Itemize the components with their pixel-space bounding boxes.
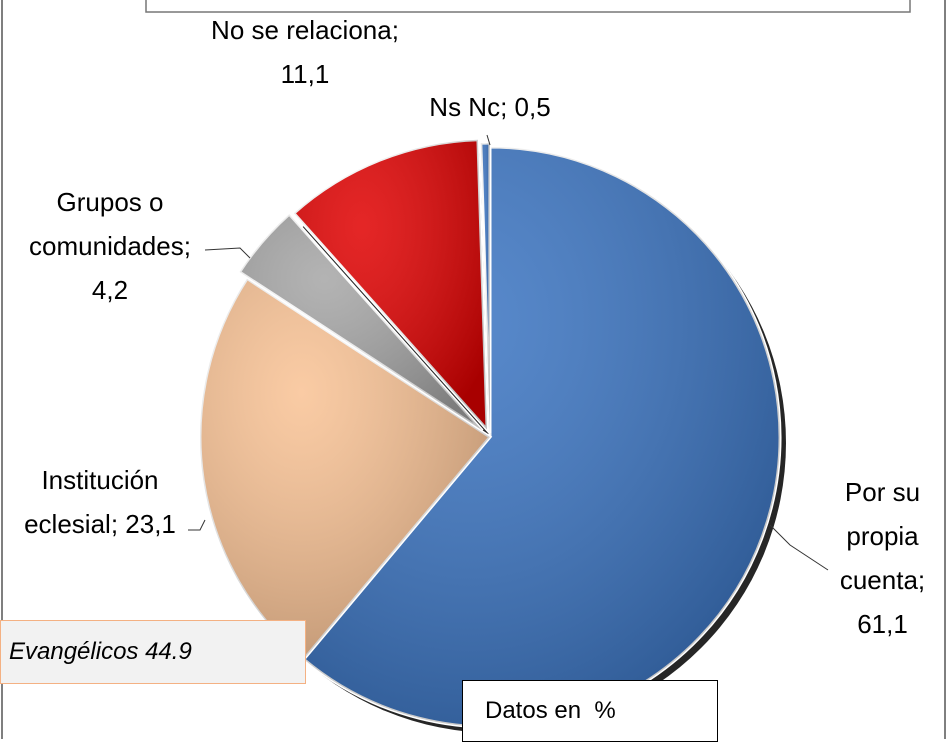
data-label: Institución eclesial; 23,1 <box>5 458 195 546</box>
leader-line <box>204 247 251 259</box>
category-label: Ns Nc <box>429 92 501 122</box>
category-label: Institución eclesial <box>24 465 159 539</box>
data-label: Por su propia cuenta; 61,1 <box>815 470 949 646</box>
title-frame <box>145 0 911 13</box>
leader-line <box>769 524 829 571</box>
value-label: 0,5 <box>514 92 551 122</box>
data-label: Grupos o comunidades; 4,2 <box>10 180 210 312</box>
value-label: 61,1 <box>857 609 908 639</box>
value-label: 4,2 <box>91 275 129 305</box>
leader-line <box>188 519 206 531</box>
category-label: No se relaciona <box>211 15 392 45</box>
annotation: Datos en % <box>485 697 616 724</box>
data-label: No se relaciona; 11,1 <box>200 8 410 96</box>
category-label: Grupos o comunidades <box>29 187 184 261</box>
annotation-box: Datos en % <box>462 680 718 742</box>
value-label: 23,1 <box>125 509 176 539</box>
label-separator: ; <box>391 15 399 45</box>
leader-line <box>486 134 491 146</box>
label-separator: ; <box>917 565 926 595</box>
category-label: Por su propia cuenta <box>839 477 921 595</box>
label-separator: ; <box>500 92 508 122</box>
annotation: Evangélicos 44.9 <box>9 638 192 665</box>
value-label: 11,1 <box>280 59 330 89</box>
label-separator: ; <box>183 231 191 261</box>
data-label: Ns Nc; 0,5 <box>380 85 600 129</box>
annotation-box: Evangélicos 44.9 <box>0 620 306 684</box>
label-separator: ; <box>110 509 119 539</box>
leader-lines <box>188 134 829 571</box>
